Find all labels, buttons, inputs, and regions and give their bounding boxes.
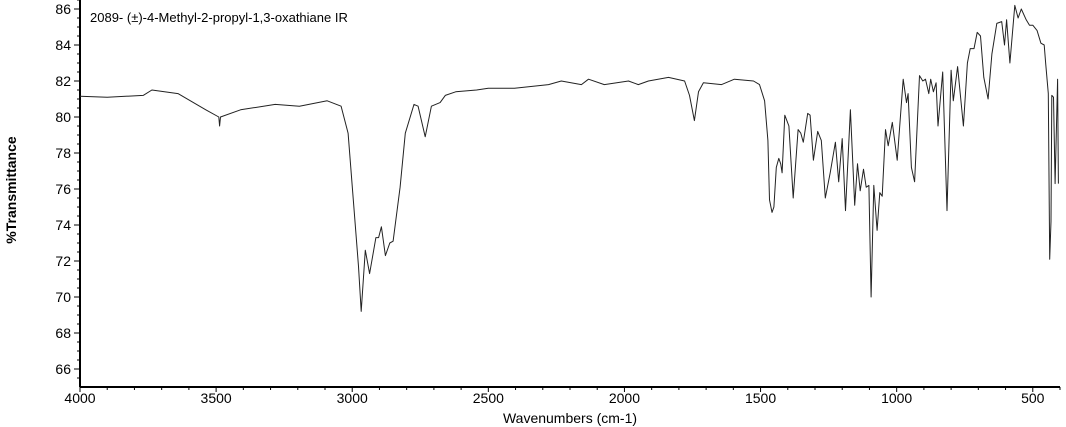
x-tick-label: 2500	[473, 390, 504, 406]
chart-title: 2089- (±)-4-Methyl-2-propyl-1,3-oxathian…	[90, 10, 348, 25]
y-tick-label: 72	[55, 253, 71, 269]
plot-area	[79, 4, 1059, 312]
x-tick-label: 3500	[201, 390, 232, 406]
x-axis: 4000 3500 3000 2500 2000 1500 1000 500	[64, 386, 1061, 406]
y-tick-label: 76	[55, 181, 71, 197]
y-tick-label: 70	[55, 289, 71, 305]
y-tick-label: 82	[55, 73, 71, 89]
y-tick-label: 66	[55, 361, 71, 377]
y-axis-title: %Transmittance	[3, 136, 19, 244]
x-tick-label: 500	[1021, 390, 1045, 406]
y-tick-label: 74	[55, 217, 71, 233]
y-tick-label: 68	[55, 325, 71, 341]
x-tick-label: 1000	[881, 390, 912, 406]
x-tick-label: 2000	[609, 390, 640, 406]
y-tick-label: 84	[55, 37, 71, 53]
y-tick-label: 86	[55, 1, 71, 17]
x-axis-title: Wavenumbers (cm-1)	[503, 410, 637, 426]
x-tick-label: 4000	[64, 390, 95, 406]
spectrum-line	[79, 4, 1059, 312]
y-axis: 66 68 70 72 74 76 78 80 82 84 86	[55, 0, 81, 387]
x-tick-label: 1500	[745, 390, 776, 406]
x-tick-label: 3000	[337, 390, 368, 406]
y-tick-label: 78	[55, 145, 71, 161]
y-tick-label: 80	[55, 109, 71, 125]
